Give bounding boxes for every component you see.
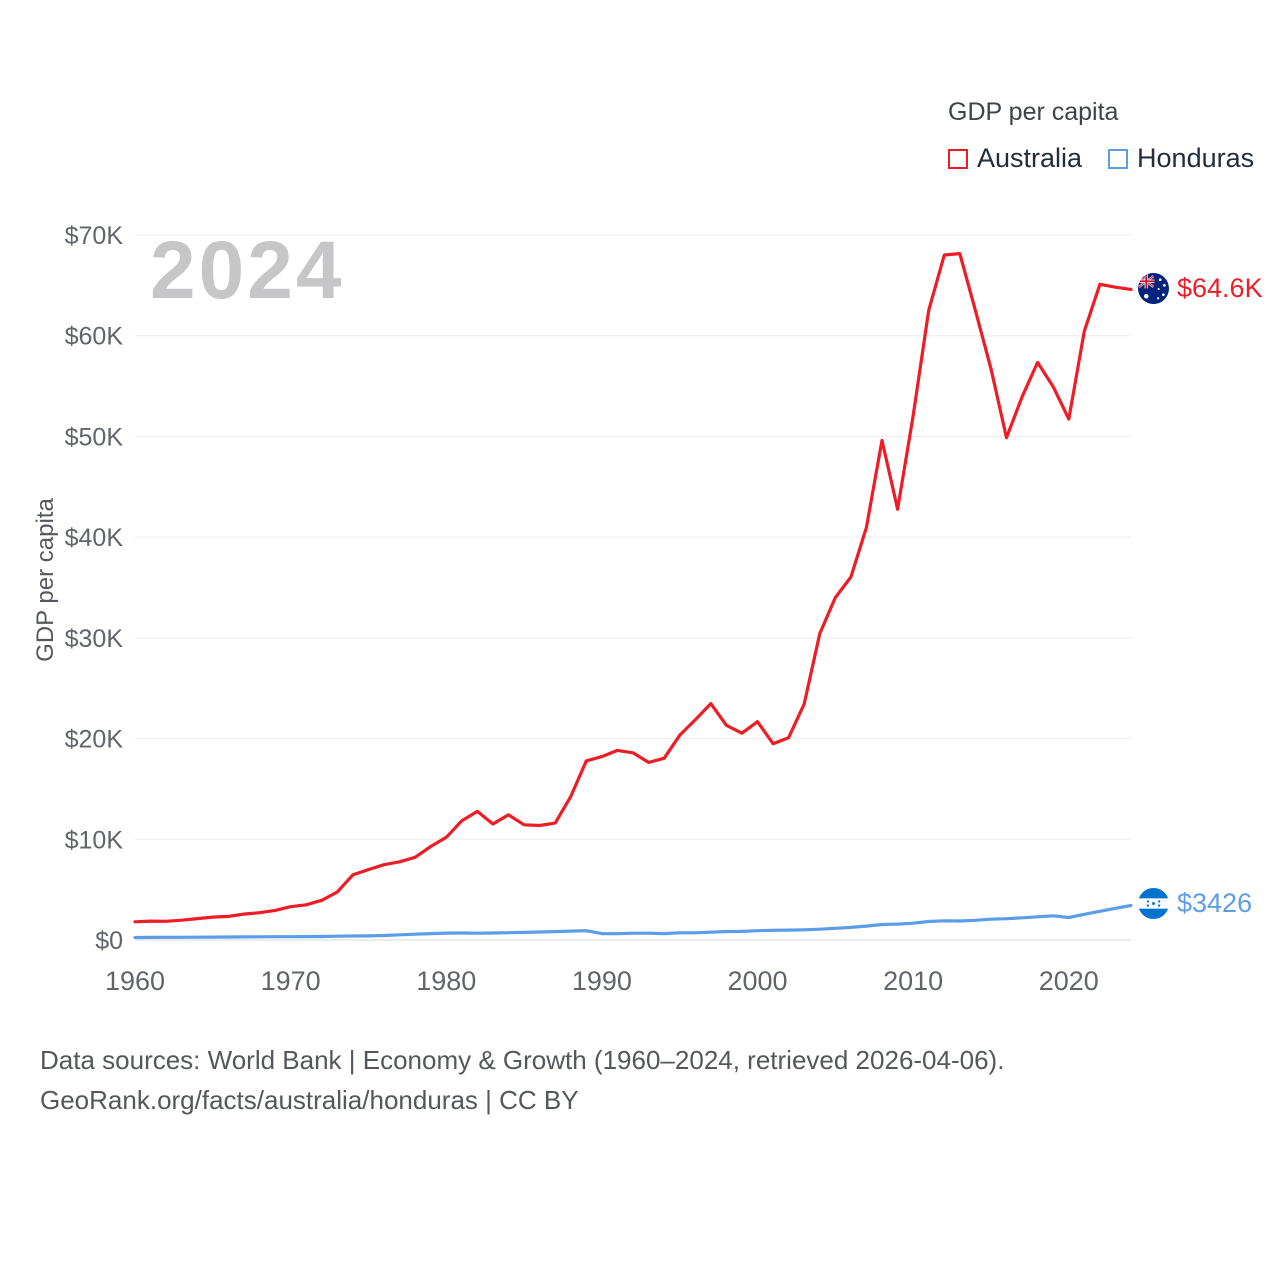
- y-tick-label: $20K: [65, 726, 124, 754]
- honduras-line[interactable]: [133, 903, 1133, 940]
- georank-url-line: GeoRank.org/facts/australia/honduras | C…: [40, 1085, 579, 1115]
- y-tick-label: $30K: [65, 625, 124, 653]
- y-tick-label: $50K: [65, 423, 124, 451]
- honduras-end-value: $3426: [1177, 888, 1253, 918]
- honduras-end-label: $3426: [1138, 888, 1252, 919]
- x-tick-label: 2020: [1039, 966, 1099, 996]
- australia-line[interactable]: [133, 252, 1133, 924]
- x-tick-label: 1980: [416, 966, 476, 996]
- data-sources-line: Data sources: World Bank | Economy & Gro…: [40, 1045, 1005, 1075]
- y-tick-label: $40K: [65, 524, 124, 552]
- australia-end-value: $64.6K: [1177, 273, 1263, 303]
- honduras-flag-icon: [1138, 888, 1169, 919]
- year-watermark: 2024: [150, 225, 345, 316]
- x-tick-label: 1990: [572, 966, 632, 996]
- legend: GDP per capita Australia Honduras: [948, 98, 1254, 174]
- y-tick-label: $0: [95, 927, 123, 955]
- honduras-swatch-icon: [1108, 148, 1129, 169]
- legend-item-australia[interactable]: Australia: [948, 143, 1082, 174]
- legend-item-honduras[interactable]: Honduras: [1108, 143, 1254, 174]
- x-tick-label: 1960: [105, 966, 165, 996]
- y-axis-title: GDP per capita: [32, 498, 59, 662]
- x-tick-label: 1970: [261, 966, 321, 996]
- x-tick-label: 2010: [883, 966, 943, 996]
- legend-label-australia: Australia: [977, 143, 1083, 173]
- australia-end-label: $64.6K: [1138, 273, 1263, 304]
- legend-label-honduras: Honduras: [1137, 143, 1255, 173]
- australia-flag-icon: [1138, 273, 1169, 304]
- y-tick-label: $60K: [65, 323, 124, 351]
- y-tick-label: $10K: [65, 826, 124, 854]
- attribution: Data sources: World Bank | Economy & Gro…: [40, 1040, 1004, 1120]
- legend-row: Australia Honduras: [948, 143, 1254, 174]
- x-tick-label: 2000: [727, 966, 787, 996]
- australia-swatch-icon: [948, 148, 968, 169]
- y-tick-label: $70K: [65, 222, 124, 250]
- legend-title: GDP per capita: [948, 98, 1119, 126]
